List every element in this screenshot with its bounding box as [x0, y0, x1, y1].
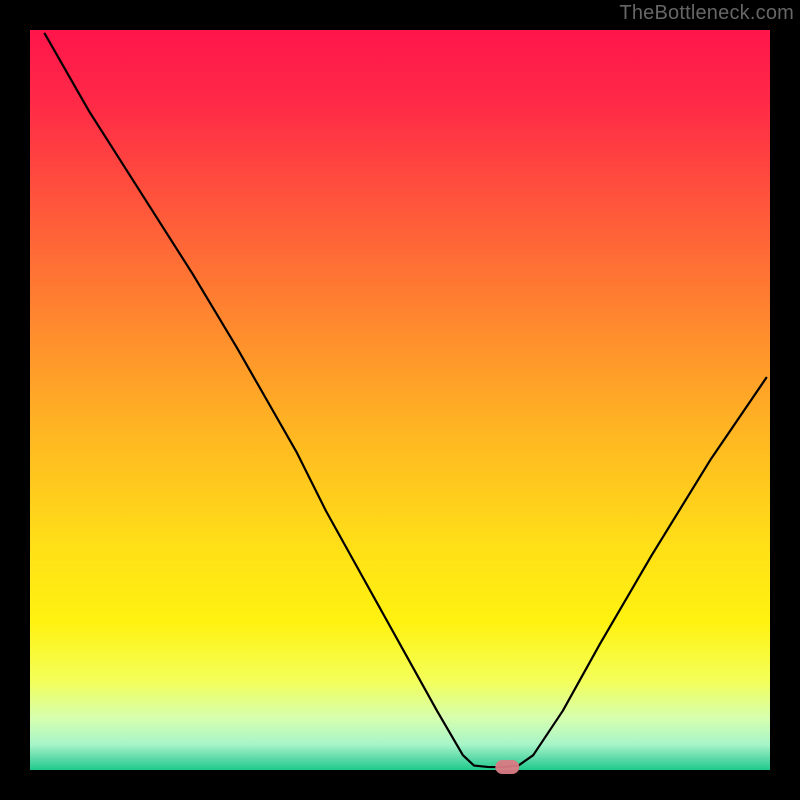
bottleneck-chart: TheBottleneck.com	[0, 0, 800, 800]
chart-svg	[0, 0, 800, 800]
watermark-text: TheBottleneck.com	[619, 2, 794, 25]
chart-gradient-area	[30, 30, 770, 770]
optimal-point-marker	[495, 760, 519, 774]
